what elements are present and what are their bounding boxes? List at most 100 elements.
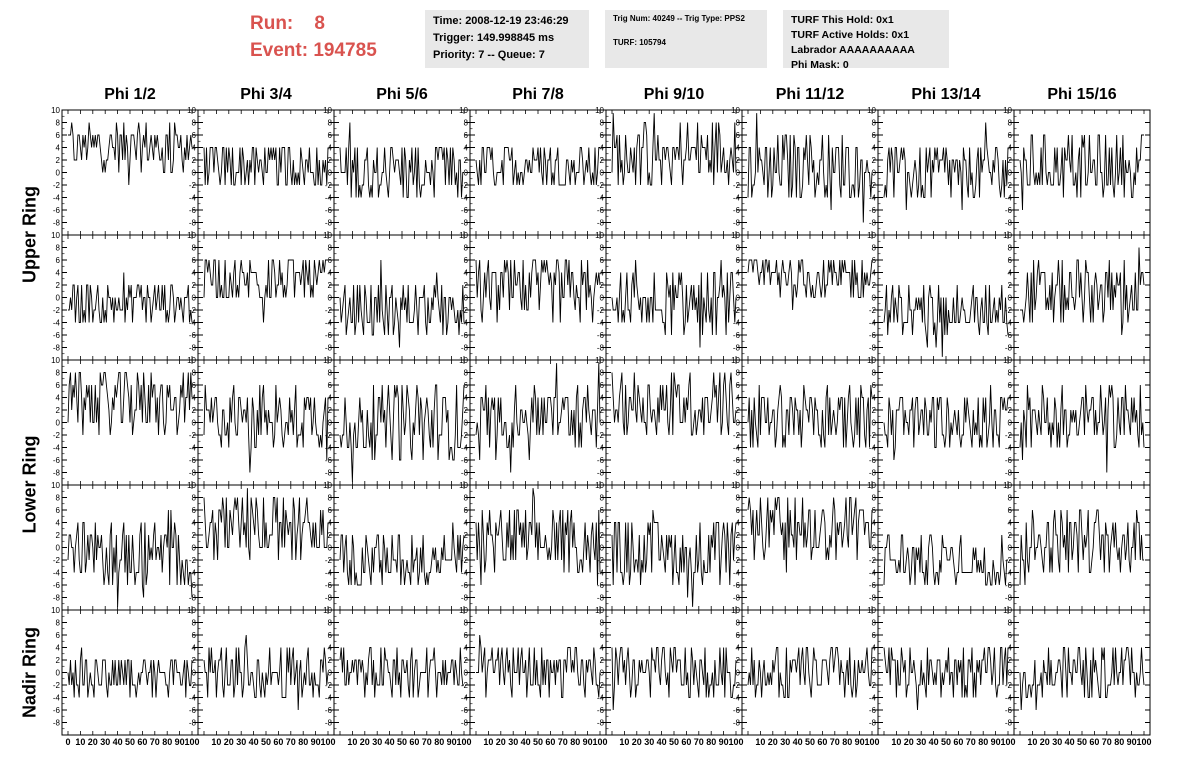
y-tick-label: 0 <box>736 169 741 178</box>
panel-r2-c4: 10 8 6 4 2 0 -2 -4 -6 -8 <box>459 231 607 361</box>
phi-mask-line: Phi Mask: 0 <box>791 59 849 71</box>
y-tick-label: -8 <box>1005 469 1013 478</box>
y-tick-label: 0 <box>1008 544 1013 553</box>
y-tick-label: 4 <box>328 644 333 653</box>
panel-frame <box>469 109 607 236</box>
y-tick-label: 8 <box>600 619 605 628</box>
y-tick-label: -6 <box>733 206 741 215</box>
x-tick-label: 50 <box>533 737 543 747</box>
y-tick-label: -4 <box>53 694 61 703</box>
x-tick-label: 50 <box>941 737 951 747</box>
y-tick-label: -4 <box>461 319 469 328</box>
panel-r3-c2: 10 8 6 4 2 0 -2 -4 -6 -8 <box>187 356 335 486</box>
waveform-line <box>475 259 601 323</box>
y-tick-label: 0 <box>736 419 741 428</box>
event-row: Event: 194785 <box>250 37 377 64</box>
y-tick-label: -6 <box>461 581 469 590</box>
y-tick-label: 10 <box>595 106 604 115</box>
y-tick-label: 8 <box>872 369 877 378</box>
y-tick-label: -8 <box>53 719 61 728</box>
y-tick-label: 2 <box>1008 281 1013 290</box>
y-tick-label: 2 <box>1008 406 1013 415</box>
y-tick-label: -2 <box>53 556 61 565</box>
y-tick-label: 10 <box>731 606 740 615</box>
y-tick-label: 2 <box>872 281 877 290</box>
y-tick-label: -8 <box>325 594 333 603</box>
panel-r5-c8: 10 8 6 4 2 0 -2 -4 -6 -8 <box>1003 606 1151 736</box>
y-tick-label: -2 <box>461 306 469 315</box>
panel-r5-c6: 10 8 6 4 2 0 -2 -4 -6 -8 <box>731 606 879 736</box>
y-tick-label: 2 <box>192 156 197 165</box>
x-tick-label: 60 <box>953 737 963 747</box>
y-tick-label: 2 <box>328 531 333 540</box>
y-tick-label: -2 <box>1005 431 1013 440</box>
y-tick-label: 6 <box>600 131 605 140</box>
y-tick-label: -8 <box>1005 594 1013 603</box>
y-tick-label: 10 <box>459 481 468 490</box>
y-tick-label: -2 <box>597 306 605 315</box>
y-tick-label: 8 <box>192 619 197 628</box>
y-tick-label: -2 <box>189 431 197 440</box>
y-tick-label: -2 <box>597 556 605 565</box>
y-tick-label: 6 <box>192 506 197 515</box>
x-tick-label: 60 <box>817 737 827 747</box>
y-tick-label: -2 <box>53 181 61 190</box>
panel-r3-c8: 10 8 6 4 2 0 -2 -4 -6 -8 <box>1003 356 1151 486</box>
panel-r5-c2: 10 8 6 4 2 0 -2 -4 -6 -8 <box>187 606 335 736</box>
waveform-line <box>339 384 465 482</box>
waveform-line <box>883 534 1008 586</box>
y-tick-label: -4 <box>869 194 877 203</box>
y-tick-label: 8 <box>328 119 333 128</box>
x-tick-label: 20 <box>768 737 778 747</box>
x-tick-label: 70 <box>1102 737 1112 747</box>
y-tick-label: 8 <box>464 244 469 253</box>
y-tick-label: 6 <box>600 506 605 515</box>
y-tick-label: 4 <box>872 644 877 653</box>
y-tick-label: 8 <box>56 119 61 128</box>
y-tick-label: 8 <box>192 244 197 253</box>
panel-r2-c6: 10 8 6 4 2 0 -2 -4 -6 -8 <box>731 231 879 361</box>
y-tick-label: 0 <box>192 544 197 553</box>
y-tick-label: 4 <box>1008 269 1013 278</box>
x-tick-label: 70 <box>830 737 840 747</box>
panel-r3-c6: 10 8 6 4 2 0 -2 -4 -6 -8 <box>731 356 879 486</box>
waveform-line <box>747 259 873 311</box>
run-label: Run: <box>250 13 294 34</box>
y-tick-label: 0 <box>872 544 877 553</box>
y-tick-label: -4 <box>189 194 197 203</box>
y-tick-label: -8 <box>461 719 469 728</box>
y-tick-label: -2 <box>325 431 333 440</box>
y-tick-label: -4 <box>869 319 877 328</box>
y-tick-label: 4 <box>600 144 605 153</box>
y-tick-label: -6 <box>53 581 61 590</box>
y-tick-label: 10 <box>867 356 876 365</box>
y-tick-label: -8 <box>325 219 333 228</box>
panel-frame <box>333 359 471 486</box>
y-tick-label: -4 <box>733 569 741 578</box>
y-tick-label: -2 <box>1005 306 1013 315</box>
y-tick-label: -2 <box>461 681 469 690</box>
y-tick-label: 2 <box>872 156 877 165</box>
y-tick-label: -6 <box>189 456 197 465</box>
y-tick-label: 2 <box>192 656 197 665</box>
waveform-line <box>611 372 737 436</box>
y-tick-label: 6 <box>192 631 197 640</box>
y-tick-label: 6 <box>56 381 61 390</box>
y-tick-label: 4 <box>736 644 741 653</box>
waveform-line <box>1019 647 1145 711</box>
y-tick-label: 0 <box>464 169 469 178</box>
y-tick-label: 8 <box>872 619 877 628</box>
y-tick-label: 8 <box>736 244 741 253</box>
trigger-line: Trigger: 149.998845 ms <box>433 32 555 44</box>
x-tick-label: 10 <box>75 737 85 747</box>
y-tick-label: -6 <box>461 206 469 215</box>
y-tick-label: 0 <box>600 419 605 428</box>
y-tick-label: -4 <box>1005 569 1013 578</box>
waveform-line <box>67 509 193 607</box>
y-tick-label: -2 <box>53 306 61 315</box>
y-tick-label: 2 <box>1008 531 1013 540</box>
trig-num-line: Trig Num: 40249 -- Trig Type: PPS2 <box>613 14 745 23</box>
y-tick-label: 2 <box>56 281 61 290</box>
y-tick-label: 8 <box>328 494 333 503</box>
y-tick-label: -6 <box>461 706 469 715</box>
